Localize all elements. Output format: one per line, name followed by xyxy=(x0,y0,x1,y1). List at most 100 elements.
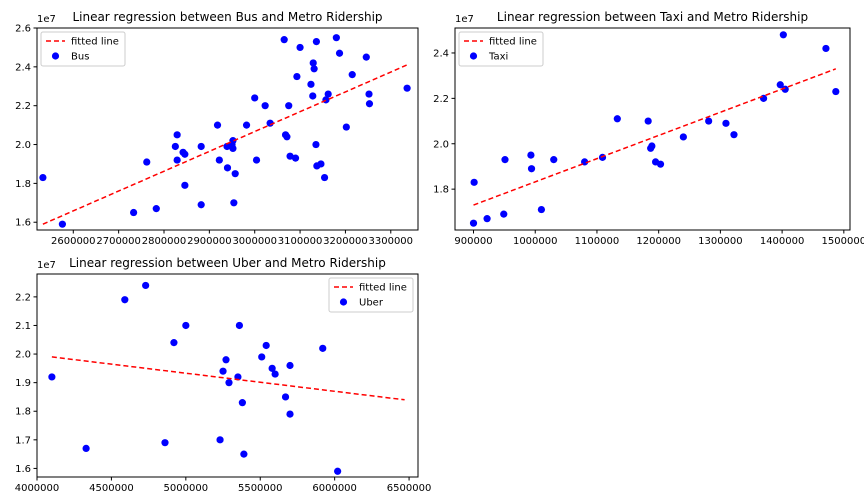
data-point xyxy=(222,356,229,363)
legend-label-series: Bus xyxy=(71,52,89,63)
y-tick-label: 2.0 xyxy=(433,139,449,150)
legend-point-swatch xyxy=(340,298,347,305)
data-point xyxy=(309,92,316,99)
data-point xyxy=(225,379,232,386)
data-point xyxy=(500,211,507,218)
y-tick-label: 1.6 xyxy=(15,464,31,475)
data-point xyxy=(153,205,160,212)
x-tick-label: 1100000 xyxy=(575,236,620,247)
data-point xyxy=(730,131,737,138)
y-tick-label: 1.7 xyxy=(15,435,31,446)
data-point xyxy=(182,322,189,329)
y-tick-label: 2.2 xyxy=(433,94,449,105)
legend: fitted line Uber xyxy=(329,278,413,312)
legend: fitted line Taxi xyxy=(459,32,543,66)
data-point xyxy=(365,90,372,97)
data-point xyxy=(283,133,290,140)
data-point xyxy=(722,120,729,127)
data-point xyxy=(404,85,411,92)
data-point xyxy=(219,368,226,375)
y-tick-label: 1.8 xyxy=(433,185,449,196)
legend: fitted line Bus xyxy=(41,32,125,66)
x-tick-label: 2700000 xyxy=(96,236,141,247)
x-tick-label: 2900000 xyxy=(187,236,232,247)
fitted-line xyxy=(474,69,836,205)
data-point xyxy=(349,71,356,78)
chart-title: Linear regression between Uber and Metro… xyxy=(69,256,386,270)
data-point xyxy=(528,165,535,172)
x-tick-label: 1400000 xyxy=(760,236,805,247)
data-point xyxy=(198,143,205,150)
data-point xyxy=(236,322,243,329)
data-point xyxy=(538,206,545,213)
data-point xyxy=(321,174,328,181)
data-point xyxy=(501,156,508,163)
fitted-line xyxy=(52,357,405,400)
legend-point-swatch xyxy=(52,52,59,59)
data-point xyxy=(83,445,90,452)
y-tick-label: 2.1 xyxy=(15,321,31,332)
x-tick-label: 1000000 xyxy=(513,236,558,247)
data-point xyxy=(343,123,350,130)
data-point xyxy=(313,38,320,45)
data-point xyxy=(216,156,223,163)
data-point xyxy=(251,94,258,101)
x-tick-label: 3300000 xyxy=(369,236,414,247)
x-tick-label: 1300000 xyxy=(698,236,743,247)
x-tick-label: 4500000 xyxy=(89,483,134,494)
y-tick-label: 2.4 xyxy=(15,62,31,73)
data-point xyxy=(216,436,223,443)
data-point xyxy=(170,339,177,346)
x-tick-label: 2600000 xyxy=(51,236,96,247)
data-point xyxy=(143,158,150,165)
y-offset-label: 1e7 xyxy=(37,260,56,271)
data-point xyxy=(780,31,787,38)
data-point xyxy=(282,393,289,400)
data-point xyxy=(550,156,557,163)
x-tick-label: 5500000 xyxy=(238,483,283,494)
data-point xyxy=(311,65,318,72)
data-point xyxy=(319,345,326,352)
data-point xyxy=(832,88,839,95)
x-tick-label: 1500000 xyxy=(822,236,864,247)
data-point xyxy=(232,170,239,177)
data-point xyxy=(483,215,490,222)
y-tick-label: 1.8 xyxy=(15,407,31,418)
data-point xyxy=(181,151,188,158)
legend-label-fitted-line: fitted line xyxy=(71,37,119,48)
data-point xyxy=(263,342,270,349)
data-point xyxy=(181,182,188,189)
data-point xyxy=(39,174,46,181)
legend-label-fitted-line: fitted line xyxy=(359,283,407,294)
chart-title: Linear regression between Taxi and Metro… xyxy=(497,10,808,24)
data-point xyxy=(253,156,260,163)
legend-label-series: Taxi xyxy=(488,52,508,63)
data-point xyxy=(680,133,687,140)
data-point xyxy=(336,50,343,57)
data-point xyxy=(142,282,149,289)
x-tick-label: 900000 xyxy=(454,236,492,247)
data-point xyxy=(307,81,314,88)
data-point xyxy=(130,209,137,216)
data-point xyxy=(258,353,265,360)
y-tick-label: 1.8 xyxy=(15,179,31,190)
data-point xyxy=(214,122,221,129)
legend-point-swatch xyxy=(470,52,477,59)
data-point xyxy=(229,145,236,152)
data-point xyxy=(296,44,303,51)
data-point xyxy=(366,100,373,107)
data-point xyxy=(648,142,655,149)
y-tick-label: 1.6 xyxy=(15,218,31,229)
y-offset-label: 1e7 xyxy=(37,14,56,25)
y-tick-label: 2.2 xyxy=(15,101,31,112)
data-point xyxy=(48,373,55,380)
data-point xyxy=(243,122,250,129)
data-point xyxy=(281,36,288,43)
data-point xyxy=(645,117,652,124)
y-tick-label: 1.9 xyxy=(15,378,31,389)
data-point xyxy=(174,156,181,163)
x-tick-label: 6000000 xyxy=(312,483,357,494)
y-offset-label: 1e7 xyxy=(455,14,474,25)
data-point xyxy=(334,468,341,475)
data-point xyxy=(172,143,179,150)
